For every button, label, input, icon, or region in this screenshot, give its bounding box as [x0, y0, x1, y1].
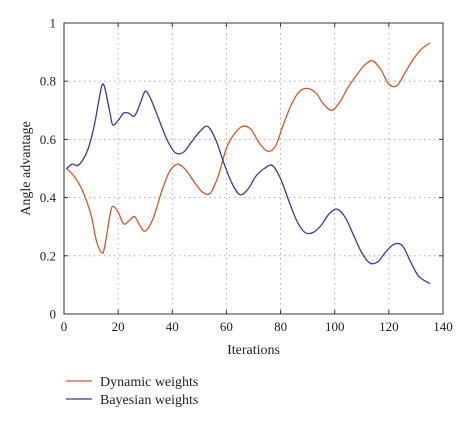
x-tick-label: 100 [325, 319, 345, 334]
grid-lines [64, 23, 443, 314]
y-tick-label: 0 [50, 307, 57, 322]
x-tick-label: 60 [220, 319, 233, 334]
series-line-dynamic-weights [66, 42, 431, 254]
series-line-bayesian-weights [66, 83, 431, 285]
x-tick-label: 20 [112, 319, 125, 334]
y-tick-label: 0.2 [40, 248, 56, 263]
y-tick-label: 1 [50, 16, 57, 31]
y-tick-label: 0.8 [40, 74, 56, 89]
plot-frame [63, 22, 444, 315]
x-tick-label: 120 [379, 319, 399, 334]
y-tick-label: 0.4 [40, 190, 57, 205]
y-axis-label: Angle advantage [19, 121, 34, 215]
y-tick-label: 0.6 [40, 132, 57, 147]
x-tick-label: 0 [61, 319, 68, 334]
legend-label-dynamic-weights: Dynamic weights [100, 375, 198, 390]
x-tick-label: 140 [433, 319, 453, 334]
legend-label-bayesian-weights: Bayesian weights [100, 393, 198, 408]
x-tick-label: 40 [166, 319, 179, 334]
x-axis-label: Iterations [227, 343, 280, 358]
axis-ticks: 0 20 40 60 80 100 120 140 0 0.2 0.4 0.6 0.8 1 [40, 16, 453, 335]
legend: Dynamic weights Bayesian weights [66, 375, 198, 408]
x-tick-label: 80 [274, 319, 287, 334]
plot-lines [66, 42, 431, 285]
